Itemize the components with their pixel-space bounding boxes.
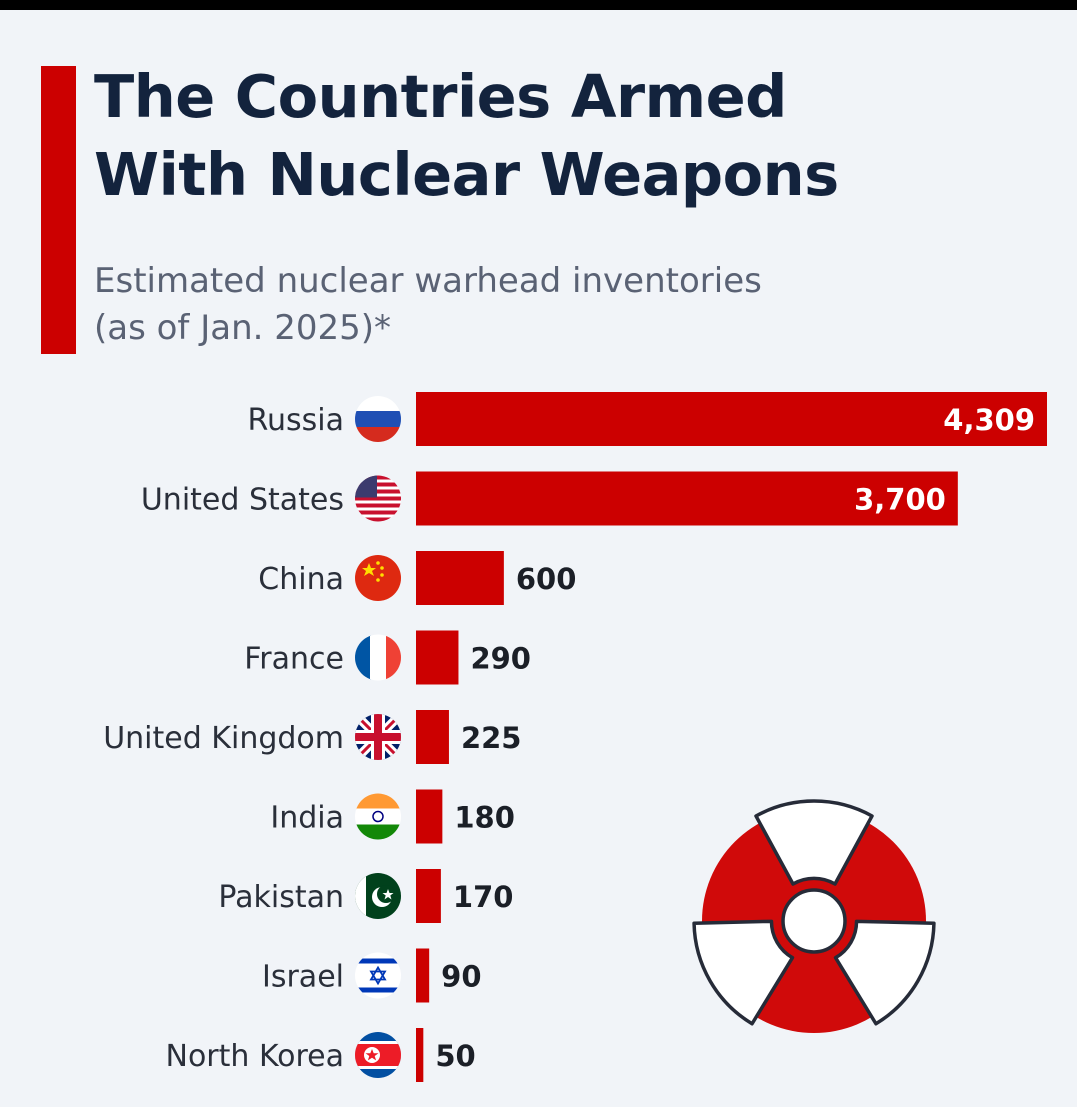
category-label: France [244,642,344,677]
value-label: 170 [453,880,514,914]
category-label: North Korea [166,1039,345,1074]
france-flag-icon [355,634,401,681]
value-label: 90 [441,960,481,994]
category-label: United Kingdom [103,721,344,756]
china-flag-icon [355,555,401,601]
category-label: China [258,562,344,597]
category-label: Pakistan [218,880,344,915]
bar-united-kingdom [416,710,449,764]
category-label: United States [141,483,344,518]
bars-layer: Russia 4,309 United States 3,700 China 600 Fra… [103,392,1047,1082]
bar-israel [416,948,430,1003]
infographic: The Countries Armed With Nuclear Weapons… [0,10,1077,1107]
north-korea-flag-icon [355,1032,401,1078]
chart-subtitle-line-1: Estimated nuclear warhead inventories [94,261,762,301]
radiation-symbol-icon [692,799,936,1033]
bar-chart: Russia 4,309 United States 3,700 China 600 Fra… [103,392,1047,1082]
uk-flag-icon [355,714,401,760]
usa-flag-icon [355,475,401,522]
category-label: India [270,801,344,836]
india-flag-icon [355,793,401,840]
bar-france [416,630,459,685]
chart-title-line-1: The Countries Armed [94,62,787,131]
value-label: 50 [435,1039,475,1073]
category-label: Israel [262,960,344,995]
value-label: 290 [470,642,531,676]
chart-title: The Countries Armed With Nuclear Weapons [94,58,1064,214]
israel-flag-icon [355,952,401,999]
bar-india [416,789,443,844]
value-label: 3,700 [854,483,946,517]
bar-pakistan [416,869,441,923]
chart-subtitle: Estimated nuclear warhead inventories (a… [94,258,1034,352]
bar-china [416,551,504,605]
chart-subtitle-line-2: (as of Jan. 2025)* [94,308,392,348]
value-label: 180 [454,801,515,835]
value-label: 225 [461,721,522,755]
pakistan-flag-icon [355,873,401,919]
chart-title-line-2: With Nuclear Weapons [94,140,839,209]
russia-flag-icon [355,396,401,442]
bar-russia [416,392,1047,446]
value-label: 600 [516,562,577,596]
category-label: Russia [248,403,345,438]
bar-north-korea [416,1028,424,1082]
bar-united-states [416,471,958,526]
value-label: 4,309 [943,403,1035,437]
title-accent-bar [41,66,76,354]
